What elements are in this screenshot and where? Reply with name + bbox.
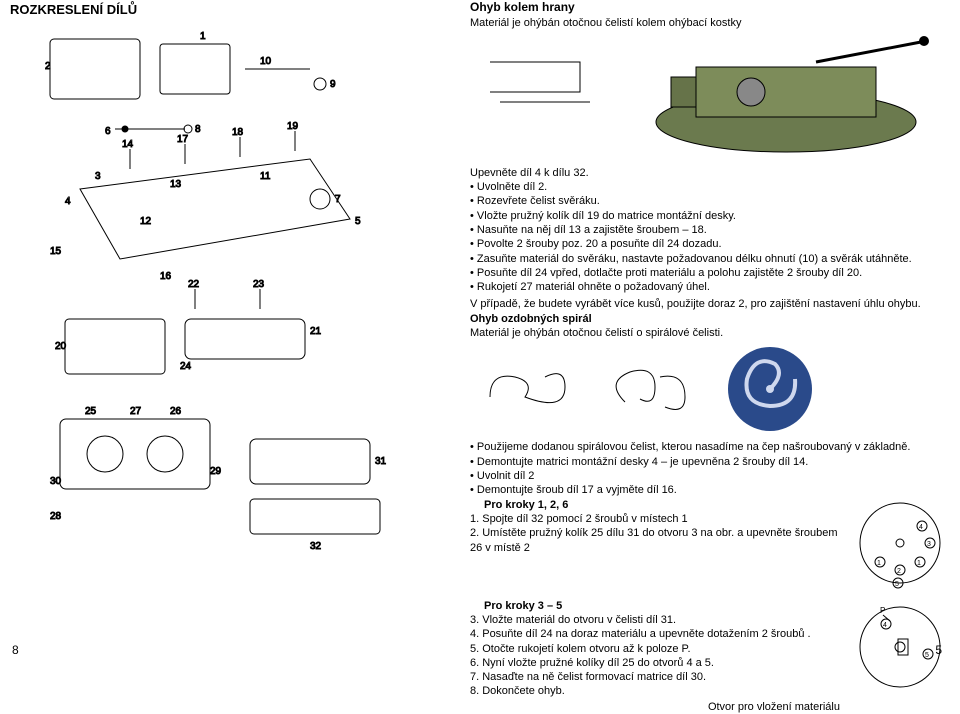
svg-text:4: 4 (883, 622, 887, 629)
pk35-lines: 3. Vložte materiál do otvoru v čelisti d… (470, 613, 840, 699)
c-scroll-icon (600, 357, 695, 422)
svg-text:14: 14 (122, 139, 134, 150)
section2-title: Ohyb ozdobných spirál (470, 312, 950, 326)
step-line: 4. Posuňte díl 24 na doraz materiálu a u… (470, 627, 840, 641)
svg-text:7: 7 (335, 194, 341, 205)
bullet-item: Demontujte matrici montážní desky 4 – je… (470, 455, 950, 469)
svg-text:31: 31 (375, 456, 387, 467)
svg-text:27: 27 (130, 406, 142, 417)
svg-text:1: 1 (917, 560, 921, 567)
svg-text:19: 19 (287, 121, 299, 132)
exploded-diagram: 2 1 10 9 6 8 14 17 18 19 4 15 16 5 7 13 (10, 19, 450, 599)
svg-text:8: 8 (195, 124, 201, 135)
svg-text:29: 29 (210, 466, 222, 477)
bullet-item: Rozevřete čelist svěráku. (470, 194, 950, 208)
slot-label: Otvor pro vložení materiálu (470, 700, 840, 714)
svg-text:16: 16 (160, 271, 172, 282)
svg-text:18: 18 (232, 127, 244, 138)
bullet-item: Posuňte díl 24 vpřed, dotlačte proti mat… (470, 266, 950, 280)
spiral-disc (715, 344, 825, 434)
svg-text:2: 2 (897, 568, 901, 575)
left-title: ROZKRESLENÍ DÍLŮ (10, 2, 450, 19)
svg-text:12: 12 (140, 216, 152, 227)
bent-wire-icon (470, 32, 610, 127)
svg-text:6: 6 (105, 126, 111, 137)
step-line: 8. Dokončete ohyb. (470, 684, 840, 698)
s-scroll-icon (470, 357, 580, 422)
svg-text:13: 13 (170, 179, 182, 190)
bullet-item: Demontujte šroub díl 17 a vyjměte díl 16… (470, 483, 950, 497)
svg-text:15: 15 (50, 246, 62, 257)
svg-text:20: 20 (55, 341, 67, 352)
svg-text:1: 1 (200, 31, 206, 42)
svg-text:32: 32 (310, 541, 322, 552)
svg-text:17: 17 (177, 134, 189, 145)
svg-text:1: 1 (877, 560, 881, 567)
left-column: ROZKRESLENÍ DÍLŮ 2 1 10 9 6 8 14 17 18 1… (0, 0, 460, 663)
svg-text:5: 5 (925, 652, 929, 659)
bullet-item: Použijeme dodanou spirálovou čelist, kte… (470, 440, 950, 454)
bullets-1: Uvolněte díl 2.Rozevřete čelist svěráku.… (470, 180, 950, 294)
disc-a: 4 3 1 2 1 5 (850, 498, 950, 593)
step-line: 7. Nasaďte na ně čelist formovací matric… (470, 670, 840, 684)
step-line: 2. Umístěte pružný kolík 25 dílu 31 do o… (470, 526, 840, 555)
page-num-right: 5 (935, 643, 942, 659)
svg-text:P: P (880, 606, 885, 615)
svg-text:25: 25 (85, 406, 97, 417)
bullet-item: Nasuňte na něj díl 13 a zajistěte šroube… (470, 223, 950, 237)
bullets-2: Použijeme dodanou spirálovou čelist, kte… (470, 440, 950, 497)
right-column: Ohyb kolem hrany Materiál je ohýbán otoč… (470, 0, 960, 663)
svg-text:3: 3 (927, 541, 931, 548)
svg-text:10: 10 (260, 56, 272, 67)
intro-line: Upevněte díl 4 k dílu 32. (470, 166, 950, 180)
after-bullets-1: V případě, že budete vyrábět více kusů, … (470, 297, 950, 311)
svg-text:2: 2 (45, 61, 51, 72)
step-line: 5. Otočte rukojetí kolem otvoru až k pol… (470, 642, 840, 656)
svg-text:28: 28 (50, 511, 62, 522)
svg-text:3: 3 (95, 171, 101, 182)
svg-text:5: 5 (355, 216, 361, 227)
svg-text:4: 4 (65, 196, 71, 207)
svg-text:5: 5 (895, 581, 899, 588)
spiral-illus-row (470, 344, 950, 434)
bullet-item: Uvolněte díl 2. (470, 180, 950, 194)
bullet-item: Uvolnit díl 2 (470, 469, 950, 483)
top-illus-row (470, 32, 950, 162)
page-num-left: 8 (12, 643, 19, 659)
pk35-title: Pro kroky 3 – 5 (484, 599, 840, 613)
svg-text:4: 4 (919, 524, 923, 531)
svg-text:9: 9 (330, 79, 336, 90)
section2-sub: Materiál je ohýbán otočnou čelistí o spi… (470, 326, 950, 340)
svg-text:24: 24 (180, 361, 192, 372)
section1-title: Ohyb kolem hrany (470, 0, 950, 16)
step-line: 3. Vložte materiál do otvoru v čelisti d… (470, 613, 840, 627)
bullet-item: Povolte 2 šrouby poz. 20 a posuňte díl 2… (470, 237, 950, 251)
bender-machine (616, 32, 936, 162)
svg-text:21: 21 (310, 326, 322, 337)
bullet-item: Zasuňte materiál do svěráku, nastavte po… (470, 252, 950, 266)
pk126-title: Pro kroky 1, 2, 6 (484, 498, 840, 512)
bullet-item: Rukojetí 27 materiál ohněte o požadovaný… (470, 280, 950, 294)
bullet-item: Vložte pružný kolík díl 19 do matrice mo… (470, 209, 950, 223)
svg-text:26: 26 (170, 406, 182, 417)
svg-text:22: 22 (188, 279, 200, 290)
pk126-lines: 1. Spojte díl 32 pomocí 2 šroubů v míste… (470, 512, 840, 555)
svg-text:23: 23 (253, 279, 265, 290)
svg-text:30: 30 (50, 476, 62, 487)
step-line: 1. Spojte díl 32 pomocí 2 šroubů v míste… (470, 512, 840, 526)
section1-sub: Materiál je ohýbán otočnou čelistí kolem… (470, 16, 950, 30)
svg-text:11: 11 (260, 171, 271, 182)
